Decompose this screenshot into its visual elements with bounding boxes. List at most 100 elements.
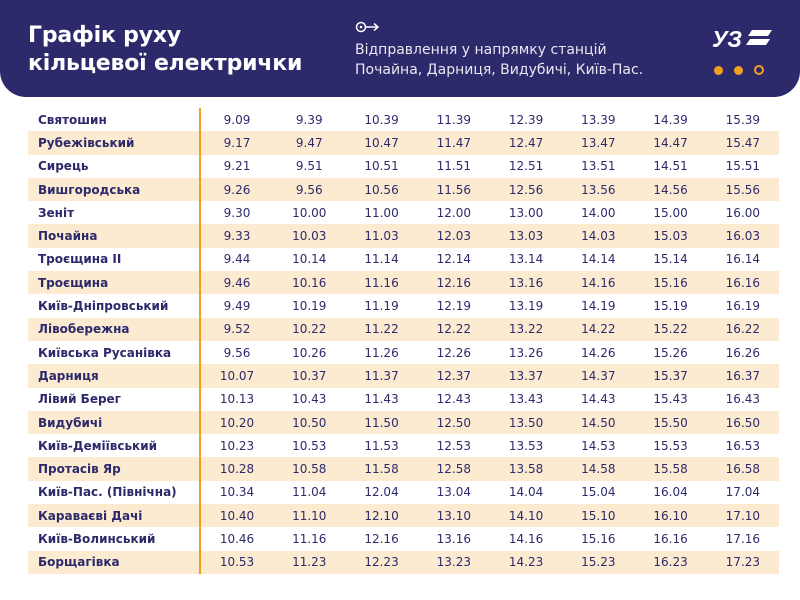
departure-time: 15.50 bbox=[634, 410, 707, 435]
departure-time: 13.19 bbox=[508, 299, 544, 314]
departure-time: 10.39 bbox=[364, 112, 399, 127]
departure-time: 13.37 bbox=[489, 364, 563, 388]
departure-time: 11.03 bbox=[345, 224, 418, 248]
departure-time: 10.26 bbox=[292, 345, 327, 360]
departure-time: 10.28 bbox=[199, 457, 274, 481]
station-name: Караваєві Дачі bbox=[28, 504, 201, 528]
departure-time: 15.00 bbox=[653, 205, 688, 220]
departure-time: 9.56 bbox=[223, 345, 251, 360]
departure-time: 16.16 bbox=[653, 531, 688, 546]
table-row: Лівобережна 9.52 10.22 11.22 12.22 13.22 14.22… bbox=[28, 317, 779, 341]
station-name: Троєщина bbox=[28, 271, 201, 295]
station-name: Борщагівка bbox=[28, 550, 201, 574]
table-row: Святошин 9.09 9.39 10.39 11.39 12.39 13.39 14.3… bbox=[28, 108, 779, 132]
departure-time: 14.23 bbox=[489, 550, 563, 574]
departure-time: 10.14 bbox=[292, 252, 327, 267]
departure-time: 12.03 bbox=[417, 224, 490, 248]
departure-time: 13.10 bbox=[417, 504, 490, 528]
departure-time: 10.47 bbox=[345, 131, 418, 155]
departure-time: 12.23 bbox=[345, 550, 418, 574]
departure-time: 11.04 bbox=[292, 485, 327, 500]
departure-time: 15.26 bbox=[653, 345, 688, 360]
departure-time: 13.23 bbox=[417, 550, 490, 574]
departure-time: 13.26 bbox=[508, 345, 544, 360]
header-banner: Графік руху кільцевої електрички Відправ… bbox=[0, 0, 800, 97]
station-name: Лівобережна bbox=[28, 317, 201, 341]
departure-time: 15.43 bbox=[653, 392, 688, 407]
departure-time: 10.22 bbox=[273, 317, 346, 341]
departure-time: 15.53 bbox=[653, 438, 688, 453]
departure-time: 13.53 bbox=[508, 438, 544, 453]
subtitle-line-1: Відправлення у напрямку станцій bbox=[355, 42, 607, 58]
departure-time: 15.39 bbox=[725, 112, 761, 127]
departure-time: 13.00 bbox=[508, 205, 544, 220]
uz-logo: УЗ bbox=[712, 26, 772, 52]
departure-time: 9.26 bbox=[199, 177, 274, 202]
departure-time: 12.19 bbox=[436, 299, 471, 314]
departure-time: 13.39 bbox=[581, 112, 616, 127]
table-row: Троєщина II 9.44 10.14 11.14 12.14 13.14 14.14… bbox=[28, 247, 779, 272]
departure-time: 14.39 bbox=[653, 112, 688, 127]
departure-time: 14.43 bbox=[581, 392, 616, 407]
direction-arrow-icon bbox=[355, 21, 380, 33]
station-name: Видубичі bbox=[28, 410, 201, 435]
table-row: Зеніт 9.30 10.00 11.00 12.00 13.00 14.00 15.00 1… bbox=[28, 201, 779, 225]
departure-time: 11.10 bbox=[273, 504, 346, 528]
table-row: Дарниця 10.07 10.37 11.37 12.37 13.37 14.37 15.… bbox=[28, 364, 779, 388]
departure-time: 10.13 bbox=[219, 392, 255, 407]
departure-time: 12.37 bbox=[417, 364, 490, 388]
departure-time: 11.19 bbox=[364, 299, 399, 314]
station-name: Рубежівський bbox=[28, 131, 201, 155]
departure-time: 17.16 bbox=[725, 531, 761, 546]
departure-time: 12.56 bbox=[489, 177, 563, 202]
station-name: Протасів Яр bbox=[28, 457, 201, 481]
schedule-body: Святошин 9.09 9.39 10.39 11.39 12.39 13.39 14.3… bbox=[28, 108, 779, 574]
departure-time: 16.58 bbox=[706, 457, 779, 481]
dot-icon bbox=[714, 66, 723, 75]
departure-time: 12.43 bbox=[436, 392, 471, 407]
departure-time: 9.17 bbox=[199, 131, 274, 155]
departure-time: 15.23 bbox=[562, 550, 635, 574]
departure-time: 10.16 bbox=[273, 271, 346, 295]
departure-time: 15.03 bbox=[634, 224, 707, 248]
departure-time: 17.04 bbox=[725, 485, 761, 500]
departure-time: 11.47 bbox=[417, 131, 490, 155]
departure-time: 16.26 bbox=[725, 345, 761, 360]
departure-time: 13.58 bbox=[489, 457, 563, 481]
departure-time: 10.03 bbox=[273, 224, 346, 248]
departure-time: 13.22 bbox=[489, 317, 563, 341]
departure-time: 11.58 bbox=[345, 457, 418, 481]
table-row: Лівий Берег 10.13 10.43 11.43 12.43 13.43 14.4… bbox=[28, 387, 779, 411]
departure-time: 11.37 bbox=[345, 364, 418, 388]
departure-time: 9.51 bbox=[295, 159, 323, 174]
departure-time: 11.39 bbox=[436, 112, 471, 127]
departure-time: 15.37 bbox=[634, 364, 707, 388]
departure-time: 10.40 bbox=[199, 504, 274, 528]
departure-time: 16.04 bbox=[653, 485, 688, 500]
departure-time: 14.10 bbox=[489, 504, 563, 528]
departure-time: 14.03 bbox=[562, 224, 635, 248]
departure-time: 9.39 bbox=[295, 112, 323, 127]
departure-time: 12.51 bbox=[508, 159, 544, 174]
departure-time: 15.51 bbox=[725, 159, 761, 174]
departure-time: 16.37 bbox=[706, 364, 779, 388]
departure-time: 12.00 bbox=[436, 205, 471, 220]
departure-time: 12.22 bbox=[417, 317, 490, 341]
departure-time: 12.58 bbox=[417, 457, 490, 481]
departure-time: 11.00 bbox=[364, 205, 399, 220]
departure-time: 16.50 bbox=[706, 410, 779, 435]
departure-time: 14.19 bbox=[581, 299, 616, 314]
departure-time: 13.47 bbox=[562, 131, 635, 155]
departure-time: 15.14 bbox=[653, 252, 688, 267]
departure-time: 10.58 bbox=[273, 457, 346, 481]
table-row: Київ-Пас. (Північна) 10.34 11.04 12.04 13.04… bbox=[28, 480, 779, 505]
departure-time: 13.04 bbox=[436, 485, 471, 500]
departure-time: 16.10 bbox=[634, 504, 707, 528]
departure-time: 12.53 bbox=[436, 438, 471, 453]
departure-time: 13.43 bbox=[508, 392, 544, 407]
station-name: Київ-Пас. (Північна) bbox=[28, 480, 201, 505]
table-row: Київ-Дніпровський 9.49 10.19 11.19 12.19 13.1… bbox=[28, 294, 779, 318]
departure-time: 9.56 bbox=[273, 177, 346, 202]
table-row: Київ-Деміївський 10.23 10.53 11.53 12.53 13.5… bbox=[28, 434, 779, 458]
departure-time: 11.23 bbox=[273, 550, 346, 574]
